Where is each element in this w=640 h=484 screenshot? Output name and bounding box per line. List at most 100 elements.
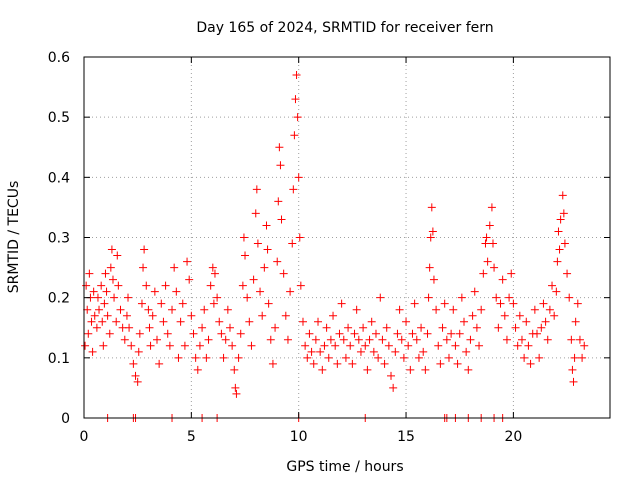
data-point xyxy=(155,359,164,368)
data-point xyxy=(426,233,435,242)
data-point xyxy=(275,143,284,152)
data-point xyxy=(114,281,123,290)
data-point xyxy=(513,341,522,350)
data-point xyxy=(545,305,554,314)
data-point xyxy=(202,353,211,362)
data-point xyxy=(125,323,134,332)
data-point xyxy=(183,257,192,266)
data-point xyxy=(253,239,262,248)
data-point xyxy=(408,329,417,338)
data-point xyxy=(82,281,91,290)
data-point xyxy=(395,305,404,314)
data-point xyxy=(239,233,248,242)
data-point xyxy=(436,359,445,368)
data-point xyxy=(356,347,365,356)
data-point xyxy=(382,323,391,332)
data-point xyxy=(324,353,333,362)
data-point xyxy=(570,353,579,362)
data-point xyxy=(496,299,505,308)
data-point xyxy=(384,341,393,350)
data-point xyxy=(350,329,359,338)
y-tick-label: 0.4 xyxy=(48,170,70,186)
data-point xyxy=(168,305,177,314)
data-point xyxy=(515,311,524,320)
data-point xyxy=(264,299,273,308)
data-point xyxy=(180,341,189,350)
data-point xyxy=(314,317,323,326)
data-point xyxy=(219,353,228,362)
data-point xyxy=(477,305,486,314)
data-point xyxy=(116,305,125,314)
data-point xyxy=(369,347,378,356)
data-point xyxy=(146,341,155,350)
data-point xyxy=(241,251,250,260)
data-point xyxy=(281,311,290,320)
data-point xyxy=(464,365,473,374)
data-point xyxy=(208,263,217,272)
data-point xyxy=(462,347,471,356)
data-point xyxy=(569,377,578,386)
data-point xyxy=(89,287,98,296)
data-point xyxy=(468,311,477,320)
data-point xyxy=(365,335,374,344)
x-tick-label: 10 xyxy=(290,429,308,445)
data-point xyxy=(533,329,542,338)
data-point xyxy=(466,335,475,344)
data-point xyxy=(425,263,434,272)
data-point xyxy=(129,359,138,368)
data-point xyxy=(559,209,568,218)
data-point xyxy=(526,359,535,368)
data-point xyxy=(296,281,305,290)
data-point xyxy=(263,245,272,254)
data-point xyxy=(440,299,449,308)
data-point xyxy=(228,341,237,350)
data-point xyxy=(260,263,269,272)
data-point xyxy=(133,377,142,386)
data-point xyxy=(563,269,572,278)
data-point xyxy=(578,353,587,362)
data-point xyxy=(103,311,112,320)
data-point xyxy=(339,335,348,344)
data-point xyxy=(550,311,559,320)
data-point xyxy=(131,371,140,380)
data-point xyxy=(348,359,357,368)
data-point xyxy=(479,269,488,278)
data-point xyxy=(176,317,185,326)
data-point xyxy=(329,311,338,320)
x-axis-label: GPS time / hours xyxy=(286,459,403,475)
y-tick-label: 0.5 xyxy=(48,110,70,126)
data-point xyxy=(266,335,275,344)
data-point xyxy=(140,245,149,254)
data-point xyxy=(142,281,151,290)
data-point xyxy=(494,323,503,332)
data-point xyxy=(451,341,460,350)
data-point xyxy=(502,335,511,344)
data-point xyxy=(215,317,224,326)
data-point xyxy=(247,341,256,350)
data-point xyxy=(505,293,514,302)
data-point xyxy=(472,323,481,332)
data-point xyxy=(279,269,288,278)
data-point xyxy=(107,245,116,254)
data-point xyxy=(346,341,355,350)
data-point xyxy=(326,335,335,344)
data-point xyxy=(83,305,92,314)
data-point xyxy=(344,323,353,332)
data-point xyxy=(432,305,441,314)
data-point xyxy=(223,305,232,314)
data-point xyxy=(286,287,295,296)
data-point xyxy=(139,263,148,272)
data-point xyxy=(524,341,533,350)
data-point xyxy=(200,305,209,314)
data-point xyxy=(363,365,372,374)
data-point xyxy=(122,311,131,320)
data-point xyxy=(402,317,411,326)
data-point xyxy=(106,263,115,272)
data-point xyxy=(560,239,569,248)
data-point xyxy=(170,263,179,272)
data-point xyxy=(554,227,563,236)
data-point xyxy=(288,239,297,248)
data-point xyxy=(331,341,340,350)
data-points xyxy=(81,71,589,422)
